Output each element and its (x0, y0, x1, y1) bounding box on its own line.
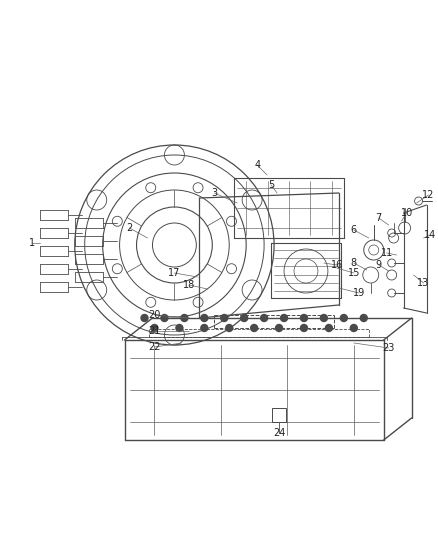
Text: 4: 4 (254, 160, 260, 170)
Text: 20: 20 (148, 310, 161, 320)
Circle shape (176, 325, 183, 332)
Circle shape (226, 325, 233, 332)
Circle shape (181, 314, 188, 321)
Text: 19: 19 (353, 288, 365, 298)
Text: 18: 18 (183, 280, 195, 290)
Text: 17: 17 (168, 268, 180, 278)
Circle shape (141, 314, 148, 321)
Circle shape (281, 314, 287, 321)
Circle shape (251, 325, 258, 332)
Circle shape (300, 314, 307, 321)
Text: 7: 7 (376, 213, 382, 223)
Text: 21: 21 (148, 326, 161, 336)
Bar (272, 408, 286, 422)
Circle shape (321, 314, 327, 321)
Circle shape (325, 325, 332, 332)
Circle shape (340, 314, 347, 321)
Circle shape (221, 314, 228, 321)
Text: 23: 23 (382, 343, 395, 353)
Circle shape (241, 314, 247, 321)
Text: 15: 15 (348, 268, 360, 278)
Text: 8: 8 (351, 258, 357, 268)
Text: 13: 13 (417, 278, 430, 288)
Circle shape (261, 314, 268, 321)
Text: 1: 1 (29, 238, 35, 248)
Circle shape (350, 325, 357, 332)
Text: 11: 11 (381, 248, 393, 258)
Circle shape (300, 325, 307, 332)
Text: 9: 9 (376, 260, 382, 270)
Text: 16: 16 (331, 260, 343, 270)
Text: 2: 2 (127, 223, 133, 233)
Text: 12: 12 (422, 190, 435, 200)
Circle shape (151, 325, 158, 332)
Text: 24: 24 (273, 428, 285, 438)
Circle shape (276, 325, 283, 332)
Circle shape (161, 314, 168, 321)
Text: 10: 10 (400, 208, 413, 218)
Circle shape (201, 314, 208, 321)
Text: 3: 3 (211, 188, 217, 198)
Circle shape (360, 314, 367, 321)
Text: 14: 14 (424, 230, 437, 240)
Text: 22: 22 (148, 342, 161, 352)
Circle shape (201, 325, 208, 332)
Text: 5: 5 (268, 180, 274, 190)
Text: 6: 6 (351, 225, 357, 235)
